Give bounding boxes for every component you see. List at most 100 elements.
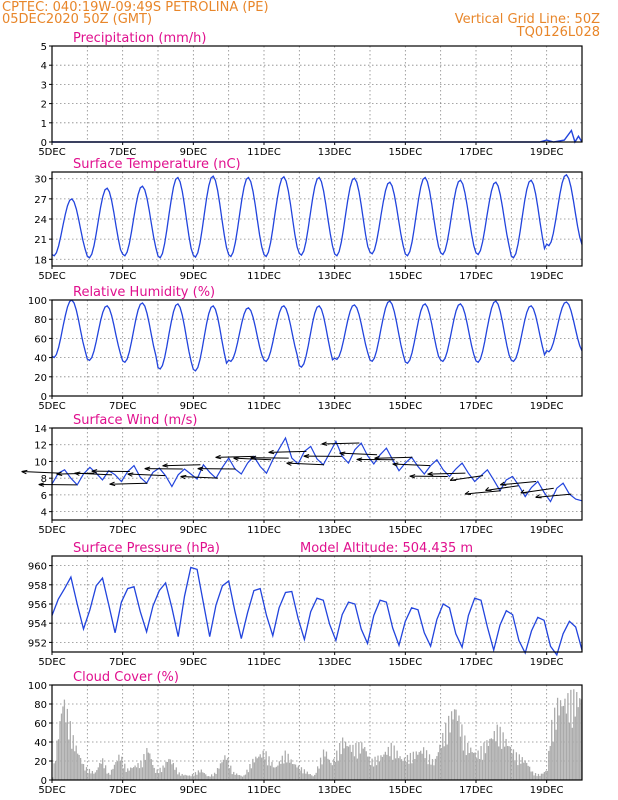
cloud-bar	[296, 767, 298, 780]
cloud-bar	[340, 754, 342, 780]
x-tick-label: 11DEC	[247, 657, 281, 668]
cloud-bar	[362, 748, 364, 780]
cloud-bar	[565, 713, 568, 780]
x-tick-label: 11DEC	[247, 785, 281, 796]
cloud-bar	[450, 711, 453, 780]
wind-arrow-head	[144, 466, 151, 470]
wind-arrow	[180, 476, 219, 479]
y-tick-label: 2	[41, 100, 47, 111]
panel-4: 4 6 8 10 12 14 5DEC 7DEC 9DEC 11DEC 13DEC 15DEC 17DE…	[21, 413, 583, 536]
cloud-bar	[137, 763, 139, 780]
x-tick-label: 17DEC	[459, 785, 493, 796]
cloud-bar	[409, 752, 412, 780]
wind-arrow-head	[449, 476, 454, 481]
cloud-bar	[187, 775, 189, 780]
cloud-bar	[493, 731, 495, 780]
cloud-bar	[536, 776, 538, 780]
cloud-bar	[325, 751, 328, 780]
x-tick-label: 19DEC	[530, 147, 564, 158]
cloud-bar	[533, 775, 535, 780]
cloud-bar	[324, 756, 326, 780]
cloud-bar	[483, 742, 485, 780]
wind-arrow-head	[409, 475, 416, 479]
cloud-bar	[144, 759, 147, 780]
cloud-bar	[502, 732, 504, 780]
cloud-bar	[517, 765, 519, 780]
cloud-bar	[359, 753, 361, 780]
x-tick-label: 17DEC	[459, 271, 493, 282]
x-tick-label: 5DEC	[38, 147, 65, 158]
cloud-bar	[238, 775, 241, 780]
cloud-bar	[328, 759, 331, 780]
cloud-bar	[559, 700, 562, 780]
cloud-bar	[529, 766, 531, 780]
cloud-bar	[99, 762, 101, 780]
wind-arrow-head	[339, 451, 346, 454]
cloud-bar	[233, 771, 235, 780]
wind-arrow-head	[21, 469, 28, 473]
cloud-bar	[258, 756, 260, 780]
cloud-bar	[84, 770, 86, 780]
cloud-bar	[225, 759, 227, 780]
wind-arrow-head	[286, 461, 293, 464]
cloud-bar	[271, 761, 273, 780]
cloud-bar	[122, 768, 124, 780]
cloud-bar	[367, 756, 369, 780]
x-tick-label: 7DEC	[109, 271, 136, 282]
y-tick-label: 10	[34, 457, 47, 468]
cloud-bar	[52, 777, 54, 780]
cloud-bar	[241, 776, 244, 780]
cloud-bar	[203, 773, 205, 780]
cloud-bar	[247, 772, 250, 780]
y-tick-label: 40	[34, 738, 47, 749]
y-tick-label: 12	[34, 441, 47, 452]
cloud-bar	[387, 746, 389, 780]
cloud-bar	[495, 741, 497, 780]
cloud-bar	[103, 768, 105, 780]
x-tick-label: 15DEC	[388, 525, 422, 536]
cloud-bar	[199, 772, 201, 780]
precip-line	[52, 128, 583, 144]
cloud-bar	[306, 771, 308, 780]
cloud-bar	[291, 764, 294, 780]
cloud-bar	[94, 772, 96, 780]
header-date: 05DEC2020 50Z (GMT)	[2, 12, 153, 27]
wind-arrow	[392, 463, 431, 467]
panel-frame	[51, 427, 583, 521]
wind-arrow-head	[268, 449, 274, 453]
cloud-bar	[468, 753, 470, 780]
wind-arrow-head	[127, 472, 134, 475]
cloud-bar	[125, 771, 127, 780]
y-tick-label: 6	[41, 491, 47, 502]
cloud-bar	[464, 735, 466, 780]
cloud-bar	[515, 752, 518, 780]
cloud-bar	[290, 759, 292, 780]
cloud-bar	[487, 745, 490, 780]
header-grid-note: Vertical Grid Line: 50Z	[454, 12, 600, 27]
y-tick-label: 0	[41, 138, 47, 149]
cloud-bar	[118, 754, 120, 780]
cloud-bar	[212, 776, 214, 780]
cloud-bar	[465, 755, 467, 780]
cloud-bar	[97, 767, 99, 780]
cloud-bar	[562, 705, 565, 780]
cloud-bar	[102, 758, 104, 780]
cloud-bar	[213, 772, 216, 780]
cloud-bar	[275, 766, 278, 780]
pressure-line	[51, 566, 583, 657]
wind-arrow	[500, 481, 537, 486]
x-tick-label: 9DEC	[180, 657, 207, 668]
wind-arrow-head	[91, 470, 98, 474]
wind-arrow-head	[197, 468, 204, 471]
cloud-bar	[253, 762, 255, 780]
cloud-bar	[224, 755, 226, 780]
cloud-bar	[77, 753, 79, 780]
cloud-bar	[150, 759, 152, 780]
cloud-bar	[121, 756, 123, 780]
panel-6: 0 20 40 60 80 100 5DEC 7DEC 9DEC 11DEC 13DEC 15DEC 1…	[28, 670, 583, 796]
x-tick-label: 11DEC	[247, 271, 281, 282]
x-tick-label: 15DEC	[388, 147, 422, 158]
cloud-bar	[274, 767, 276, 780]
cloud-bar	[236, 773, 238, 780]
cloud-bar	[455, 709, 457, 780]
